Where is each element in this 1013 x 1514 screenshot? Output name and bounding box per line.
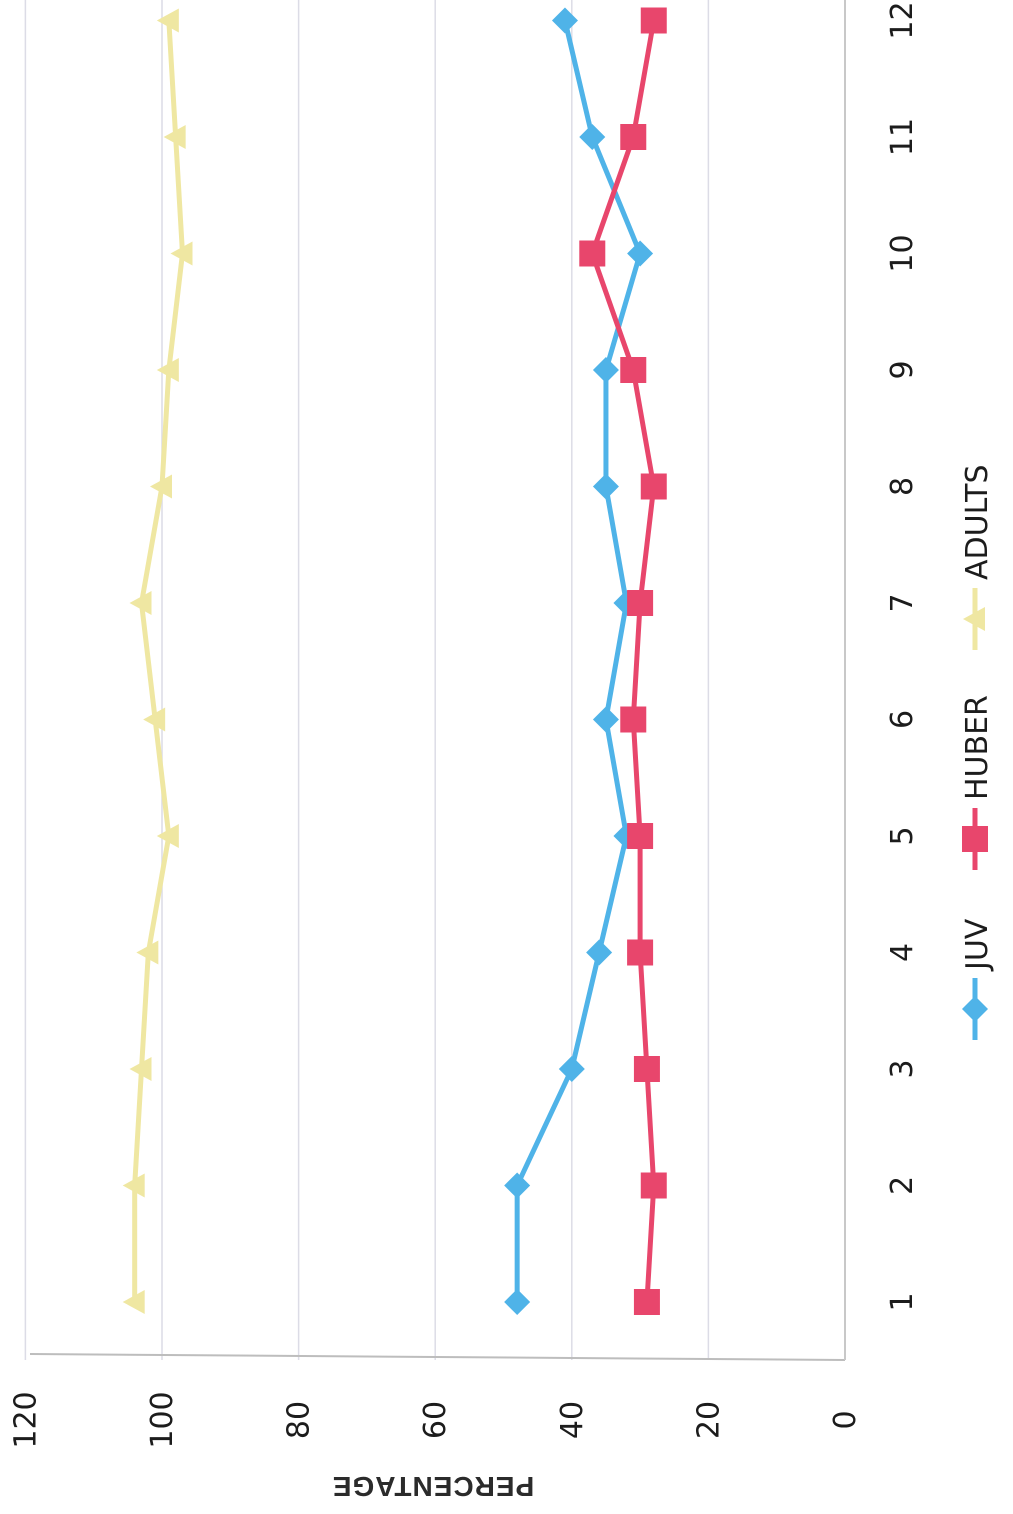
data-point xyxy=(136,940,159,965)
x-tick-label: 1 xyxy=(885,1292,920,1311)
data-point xyxy=(633,1289,660,1315)
series-adults xyxy=(122,8,193,1314)
data-point xyxy=(170,241,193,266)
y-tick-label: 100 xyxy=(145,1391,180,1448)
legend: JUV HUBER ADULTS xyxy=(960,464,995,1040)
data-point xyxy=(592,357,619,383)
data-point xyxy=(620,124,647,150)
legend-marker xyxy=(962,996,988,1022)
data-point xyxy=(156,358,179,382)
data-point xyxy=(579,124,606,150)
data-point xyxy=(627,939,654,966)
x-tick-label: 4 xyxy=(885,943,920,962)
y-tick-label: 40 xyxy=(555,1401,590,1439)
data-point xyxy=(150,474,172,499)
plot-border xyxy=(29,1353,846,1361)
data-point xyxy=(504,1289,531,1315)
x-tick-label: 3 xyxy=(885,1059,920,1078)
legend-item-juv: JUV xyxy=(960,918,995,1040)
x-tick-label: 10 xyxy=(885,234,920,272)
data-point xyxy=(627,823,654,849)
data-point xyxy=(129,1057,152,1081)
data-point xyxy=(633,1056,660,1082)
data-point xyxy=(620,357,647,383)
gridlines xyxy=(24,0,846,1361)
y-tick-label: 120 xyxy=(8,1391,43,1448)
data-point xyxy=(122,1290,145,1314)
y-axis-title: PERCENTAGE xyxy=(332,1471,534,1502)
y-axis-ticks: 0 20 40 60 80 100 120 xyxy=(8,1391,863,1448)
data-point xyxy=(129,591,152,615)
x-tick-label: 5 xyxy=(885,826,920,845)
data-point xyxy=(586,939,613,966)
legend-marker xyxy=(962,826,988,852)
data-point xyxy=(640,473,667,500)
x-tick-label: 9 xyxy=(885,360,920,379)
data-point xyxy=(627,240,654,267)
x-tick-label: 2 xyxy=(885,1176,920,1195)
data-point xyxy=(504,1172,531,1199)
x-tick-label: 6 xyxy=(885,710,920,729)
data-point xyxy=(592,706,619,733)
data-point xyxy=(579,240,606,267)
x-tick-label: 8 xyxy=(885,477,920,496)
legend-label: JUV xyxy=(960,918,995,972)
data-point xyxy=(627,590,654,616)
y-tick-label: 60 xyxy=(418,1401,453,1439)
data-point xyxy=(163,125,186,149)
data-point xyxy=(558,1056,585,1082)
data-point xyxy=(143,707,166,732)
series-huber xyxy=(579,7,667,1315)
legend-label: ADULTS xyxy=(960,464,995,580)
data-point xyxy=(592,473,619,500)
x-tick-label: 11 xyxy=(885,118,920,156)
y-tick-label: 0 xyxy=(828,1410,863,1429)
data-point xyxy=(640,7,667,34)
y-tick-label: 80 xyxy=(282,1401,317,1439)
legend-marker xyxy=(963,607,985,631)
data-point xyxy=(551,7,578,34)
series-layer xyxy=(122,7,667,1315)
data-point xyxy=(122,1173,145,1198)
legend-item-huber: HUBER xyxy=(960,695,995,870)
series-line xyxy=(132,20,185,1302)
data-point xyxy=(156,824,179,848)
legend-label: HUBER xyxy=(960,695,995,800)
y-tick-label: 20 xyxy=(691,1401,726,1439)
series-juv xyxy=(504,7,654,1315)
x-tick-label: 12 xyxy=(885,1,920,39)
data-point xyxy=(640,1172,667,1199)
x-tick-label: 7 xyxy=(885,593,920,612)
legend-item-adults: ADULTS xyxy=(960,464,995,650)
data-point xyxy=(620,706,647,733)
data-point xyxy=(156,8,179,33)
series-line xyxy=(589,20,657,1303)
series-line xyxy=(514,19,643,1302)
